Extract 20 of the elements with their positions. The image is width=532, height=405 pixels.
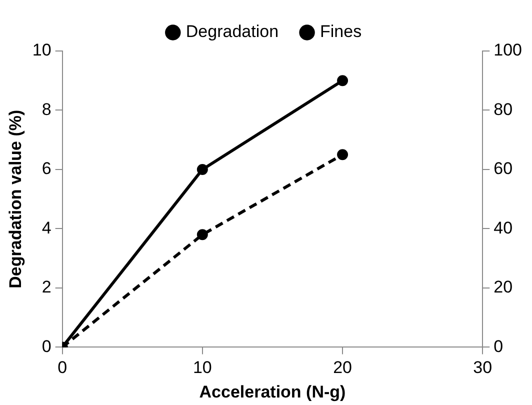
legend-label: Fines [320, 22, 362, 42]
y2-tick-label: 80 [494, 100, 513, 119]
y2-tick-label: 0 [494, 336, 504, 356]
y-tick-label: 0 [42, 336, 52, 356]
y-tick-label: 4 [42, 218, 52, 238]
y-tick-label: 8 [42, 100, 52, 119]
x-axis-title: Acceleration (N-g) [199, 382, 346, 402]
y-axis-title: Degradation value (%) [6, 110, 25, 288]
y-tick-label: 2 [42, 278, 52, 297]
x-tick-label: 30 [473, 358, 492, 378]
y2-tick-label: 60 [494, 159, 513, 178]
y2-tick-label: 20 [494, 278, 513, 297]
y-tick-label: 10 [32, 40, 52, 60]
x-tick-label: 20 [333, 358, 352, 378]
x-tick-label: 0 [58, 358, 68, 378]
x-tick-label: 10 [192, 358, 212, 378]
legend-label: Degradation [186, 22, 279, 42]
y2-tick-label: 100 [494, 40, 522, 60]
y2-tick-label: 40 [494, 218, 513, 238]
y-tick-label: 6 [42, 159, 52, 178]
